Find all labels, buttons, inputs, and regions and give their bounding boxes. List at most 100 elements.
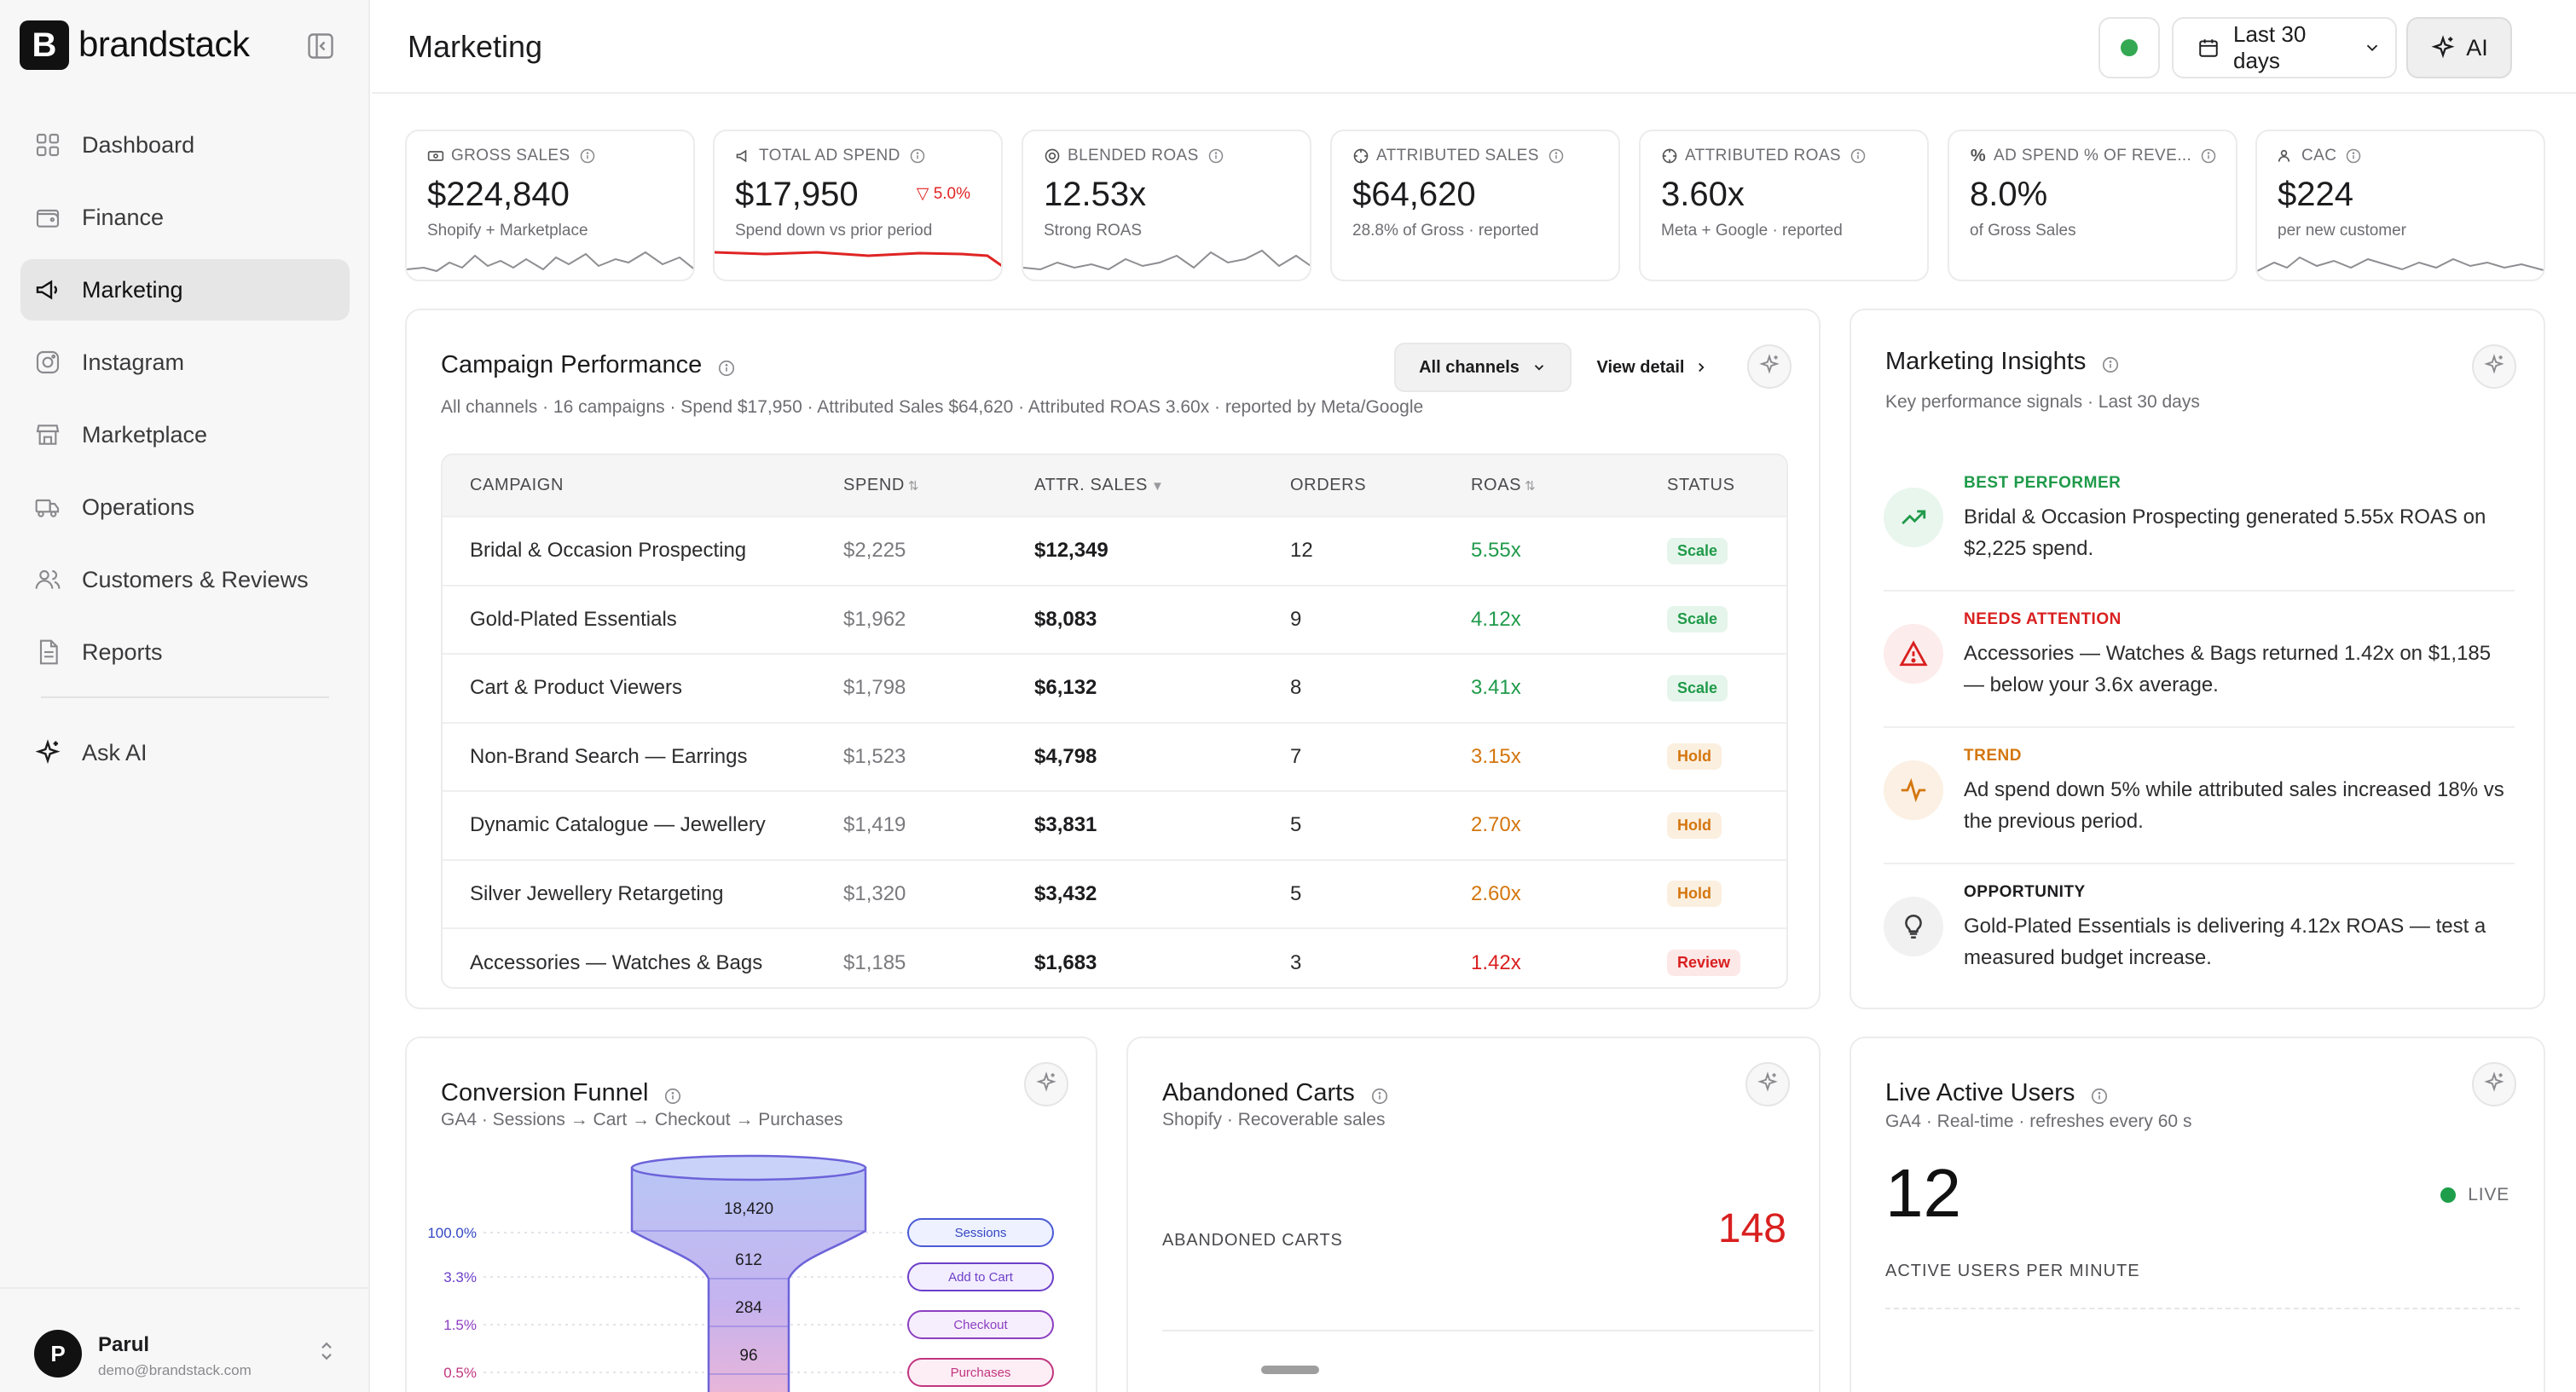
sidebar-item-reports[interactable]: Reports <box>20 621 350 683</box>
info-icon[interactable] <box>717 356 736 376</box>
sidebar-item-dashboard[interactable]: Dashboard <box>20 114 350 176</box>
column-header-campaign[interactable]: CAMPAIGN <box>470 476 564 494</box>
sidebar-item-instagram[interactable]: Instagram <box>20 332 350 393</box>
chevron-up-down-icon[interactable] <box>314 1338 339 1364</box>
sidebar-item-label: Reports <box>82 638 163 665</box>
insight-kind: OPPORTUNITY <box>1964 883 2086 901</box>
user-name: Parul <box>98 1333 150 1356</box>
status-badge[interactable]: Scale <box>1667 537 1728 564</box>
horizontal-scrollbar[interactable] <box>1261 1366 1319 1374</box>
ai-insight-button[interactable] <box>2472 1062 2516 1106</box>
kpi-attributed-roas[interactable]: ATTRIBUTED ROAS 3.60x Meta + Google · re… <box>1639 130 1929 281</box>
campaign-status-cell: Hold <box>1667 860 1786 929</box>
sidebar-item-marketing[interactable]: Marketing <box>20 259 350 321</box>
info-icon[interactable] <box>909 147 926 165</box>
info-icon[interactable] <box>579 147 596 165</box>
kpi-ad-spend-pct-revenue[interactable]: % AD SPEND % OF REVE... 8.0% of Gross Sal… <box>1948 130 2237 281</box>
kpi-sparkline <box>2257 256 2544 272</box>
kpi-attributed-sales[interactable]: ATTRIBUTED SALES $64,620 28.8% of Gross … <box>1330 130 1620 281</box>
live-active-users-value: 12 <box>1885 1155 1961 1231</box>
date-range-picker[interactable]: Last 30 days <box>2172 17 2397 78</box>
logo-mark[interactable]: B <box>20 20 69 70</box>
info-icon[interactable] <box>2200 147 2217 165</box>
funnel-stage-name: Checkout <box>953 1318 1008 1332</box>
ai-insight-button[interactable] <box>1745 1062 1790 1106</box>
kpi-value: $64,620 <box>1352 176 1476 213</box>
info-icon[interactable] <box>2345 147 2362 165</box>
funnel-stage-pill[interactable] <box>907 1310 1054 1339</box>
table-row[interactable]: Silver Jewellery Retargeting $1,320 $3,432… <box>443 859 1786 929</box>
funnel-stage-name: Add to Cart <box>948 1270 1014 1285</box>
info-icon[interactable] <box>1850 147 1867 165</box>
sidebar-item-finance[interactable]: Finance <box>20 187 350 248</box>
logo-text[interactable]: brandstack <box>78 24 250 64</box>
channel-filter-label: All channels <box>1419 357 1520 377</box>
campaign-status-cell: Scale <box>1667 517 1786 586</box>
channel-filter-dropdown[interactable]: All channels <box>1394 343 1572 392</box>
kpi-total-ad-spend[interactable]: TOTAL AD SPEND $17,950 ▽ 5.0% Spend down… <box>713 130 1003 281</box>
campaign-spend: $1,523 <box>843 744 906 768</box>
funnel-stage-pill[interactable] <box>907 1218 1054 1247</box>
abandoned-carts-panel: Abandoned Carts Shopify · Recoverable sa… <box>1126 1037 1821 1392</box>
info-icon[interactable] <box>1207 147 1224 165</box>
sidebar-item-ask-ai[interactable]: Ask AI <box>20 722 350 783</box>
status-badge[interactable]: Hold <box>1667 743 1722 771</box>
ai-button[interactable]: AI <box>2406 17 2512 78</box>
status-badge[interactable]: Scale <box>1667 674 1728 702</box>
funnel-stage-pill[interactable] <box>907 1262 1054 1291</box>
info-icon[interactable] <box>2090 1084 2109 1104</box>
table-row[interactable]: Bridal & Occasion Prospecting $2,225 $12,3… <box>443 517 1786 586</box>
table-row[interactable]: Non-Brand Search — Earrings $1,523 $4,798 7… <box>443 722 1786 792</box>
lightbulb-icon <box>1884 897 1943 956</box>
insight-text: Accessories — Watches & Bags returned 1.… <box>1964 642 2492 696</box>
kpi-gross-sales[interactable]: GROSS SALES $224,840 Shopify + Marketpla… <box>405 130 695 281</box>
insight-item-trend[interactable]: TREND Ad spend down 5% while attributed … <box>1884 728 2515 864</box>
table-row[interactable]: Gold-Plated Essentials $1,962 $8,083 9 4.12x… <box>443 585 1786 655</box>
user-menu[interactable]: P Parul demo@brandstack.com <box>0 1287 370 1392</box>
status-indicator-button[interactable] <box>2098 17 2160 78</box>
collapse-sidebar-icon[interactable] <box>305 31 336 61</box>
campaign-roas: 3.15x <box>1471 744 1521 768</box>
column-header-status[interactable]: STATUS <box>1667 476 1735 494</box>
ai-insight-button[interactable] <box>1747 344 1792 389</box>
column-header-orders[interactable]: ORDERS <box>1290 476 1367 494</box>
ai-insight-button[interactable] <box>2472 344 2516 389</box>
column-header-spend[interactable]: SPEND ⇅ <box>843 455 1034 517</box>
store-icon <box>34 421 61 448</box>
target-icon <box>1352 147 1369 165</box>
insight-text: Bridal & Occasion Prospecting generated … <box>1964 505 2486 560</box>
info-icon[interactable] <box>663 1084 682 1104</box>
kpi-blended-roas[interactable]: BLENDED ROAS 12.53x Strong ROAS <box>1022 130 1311 281</box>
table-row[interactable]: Cart & Product Viewers $1,798 $6,132 8 3.41x… <box>443 654 1786 723</box>
insight-item-best-performer[interactable]: BEST PERFORMER Bridal & Occasion Prospec… <box>1884 455 2515 592</box>
info-icon[interactable] <box>1548 147 1565 165</box>
info-icon[interactable] <box>2101 353 2120 373</box>
status-badge[interactable]: Review <box>1667 950 1741 977</box>
column-header-roas[interactable]: ROAS ⇅ <box>1471 455 1667 517</box>
kpi-sub: Strong ROAS <box>1044 222 1143 240</box>
table-row[interactable]: Accessories — Watches & Bags $1,185 $1,683… <box>443 928 1786 987</box>
conversion-funnel-panel: Conversion Funnel GA4 · Sessions → Cart … <box>405 1037 1097 1392</box>
status-badge[interactable]: Hold <box>1667 812 1722 839</box>
funnel-stage-pill[interactable] <box>907 1358 1054 1387</box>
ai-button-label: AI <box>2466 34 2488 61</box>
insight-item-opportunity[interactable]: OPPORTUNITY Gold-Plated Essentials is de… <box>1884 864 2515 1001</box>
users-icon <box>34 566 61 593</box>
sidebar-item-operations[interactable]: Operations <box>20 477 350 538</box>
kpi-cac[interactable]: CAC $224 per new customer <box>2255 130 2545 281</box>
column-header-attr-sales[interactable]: ATTR. SALES ▼ <box>1034 455 1290 517</box>
table-row[interactable]: Dynamic Catalogue — Jewellery $1,419 $3,83… <box>443 791 1786 860</box>
view-detail-button[interactable]: View detail <box>1589 343 1716 392</box>
info-icon[interactable] <box>1370 1084 1389 1104</box>
kpi-label: BLENDED ROAS <box>1068 147 1199 165</box>
sidebar-item-customers-reviews[interactable]: Customers & Reviews <box>20 549 350 610</box>
status-badge[interactable]: Scale <box>1667 606 1728 633</box>
sidebar-item-marketplace[interactable]: Marketplace <box>20 404 350 465</box>
percent-icon: % <box>1970 146 1987 165</box>
document-icon <box>34 638 61 666</box>
ai-insight-button[interactable] <box>1024 1062 1068 1106</box>
insight-item-needs-attention[interactable]: NEEDS ATTENTION Accessories — Watches & … <box>1884 592 2515 728</box>
abandoned-carts-label: ABANDONED CARTS <box>1162 1231 1343 1250</box>
status-badge[interactable]: Hold <box>1667 881 1722 908</box>
megaphone-icon <box>34 276 61 303</box>
